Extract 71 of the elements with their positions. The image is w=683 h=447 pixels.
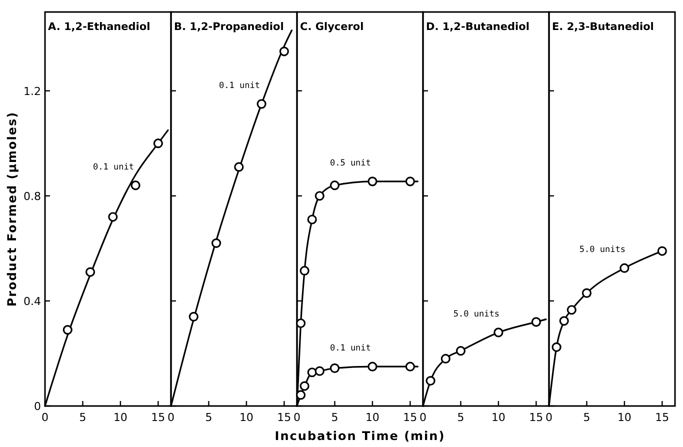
point [314,191,324,201]
point [582,288,592,298]
y-axis-title: Product Formed (µmoles) [5,111,19,307]
x-tick-label: 15 [529,411,544,424]
x-tick-label: 5 [583,411,590,424]
point [307,214,317,224]
x-axis-title: Incubation Time (min) [274,429,446,443]
point [296,390,306,400]
series-label: 5.0 units [579,245,626,256]
x-tick-label: 15 [655,411,670,424]
x-tick-label: 10 [491,411,506,424]
point [531,317,541,327]
series-label: 0.5 unit [330,158,371,168]
point [279,46,289,56]
text: D. 1,2-Butanediol [426,21,530,33]
point [330,363,340,373]
x-tick-label: 5 [457,411,464,424]
y-tick-label: 0.4 [24,294,41,308]
point [300,266,310,276]
y-tick-label: 1.2 [24,84,41,98]
point [234,162,244,172]
point [314,366,324,376]
x-tick-label: 15 [277,411,292,424]
x-tick-label: 0 [168,411,174,424]
point [211,238,222,248]
x-tick-label: 10 [617,411,632,424]
text: C. Glycerol [300,21,364,33]
point [62,325,72,335]
x-tick-label: 15 [403,411,418,424]
point [405,362,415,372]
point [153,138,163,148]
x-tick-label: 0 [420,411,426,424]
x-tick-label: 15 [151,411,166,424]
x-tick-label: 5 [331,411,338,424]
point [300,381,310,391]
point [559,316,569,326]
series-label: 0.1 unit [219,80,260,91]
point [108,212,118,222]
point [440,354,450,364]
point [296,318,306,328]
x-tick-label: 10 [113,411,128,424]
point [657,246,667,256]
point [426,376,436,386]
point [405,176,415,186]
point [566,305,576,315]
point [85,267,96,277]
point [552,342,562,352]
x-tick-label: 10 [365,411,380,424]
series-label: 5.0 units [453,309,500,320]
y-tick-label: 0.8 [24,190,41,203]
point [620,263,630,273]
text: A. 1,2-Ethanediol [48,21,150,33]
point [456,346,466,356]
x-tick-label: 10 [239,411,254,424]
point [330,180,340,190]
y-tick-label: 0 [34,400,41,413]
point [368,176,378,186]
point [494,328,504,338]
x-tick-label: 5 [205,411,212,424]
point [130,180,140,190]
series-label: 0.1 unit [330,344,371,354]
x-tick-label: 0 [294,411,300,424]
series-label: 0.1 unit [93,162,134,172]
point [307,368,317,378]
point [368,362,378,372]
text: B. 1,2-Propanediol [174,21,284,33]
text: E. 2,3-Butanediol [552,21,654,33]
x-tick-label: 0 [546,411,552,424]
point [188,312,198,322]
x-tick-label: 5 [79,411,86,424]
point [256,99,266,109]
